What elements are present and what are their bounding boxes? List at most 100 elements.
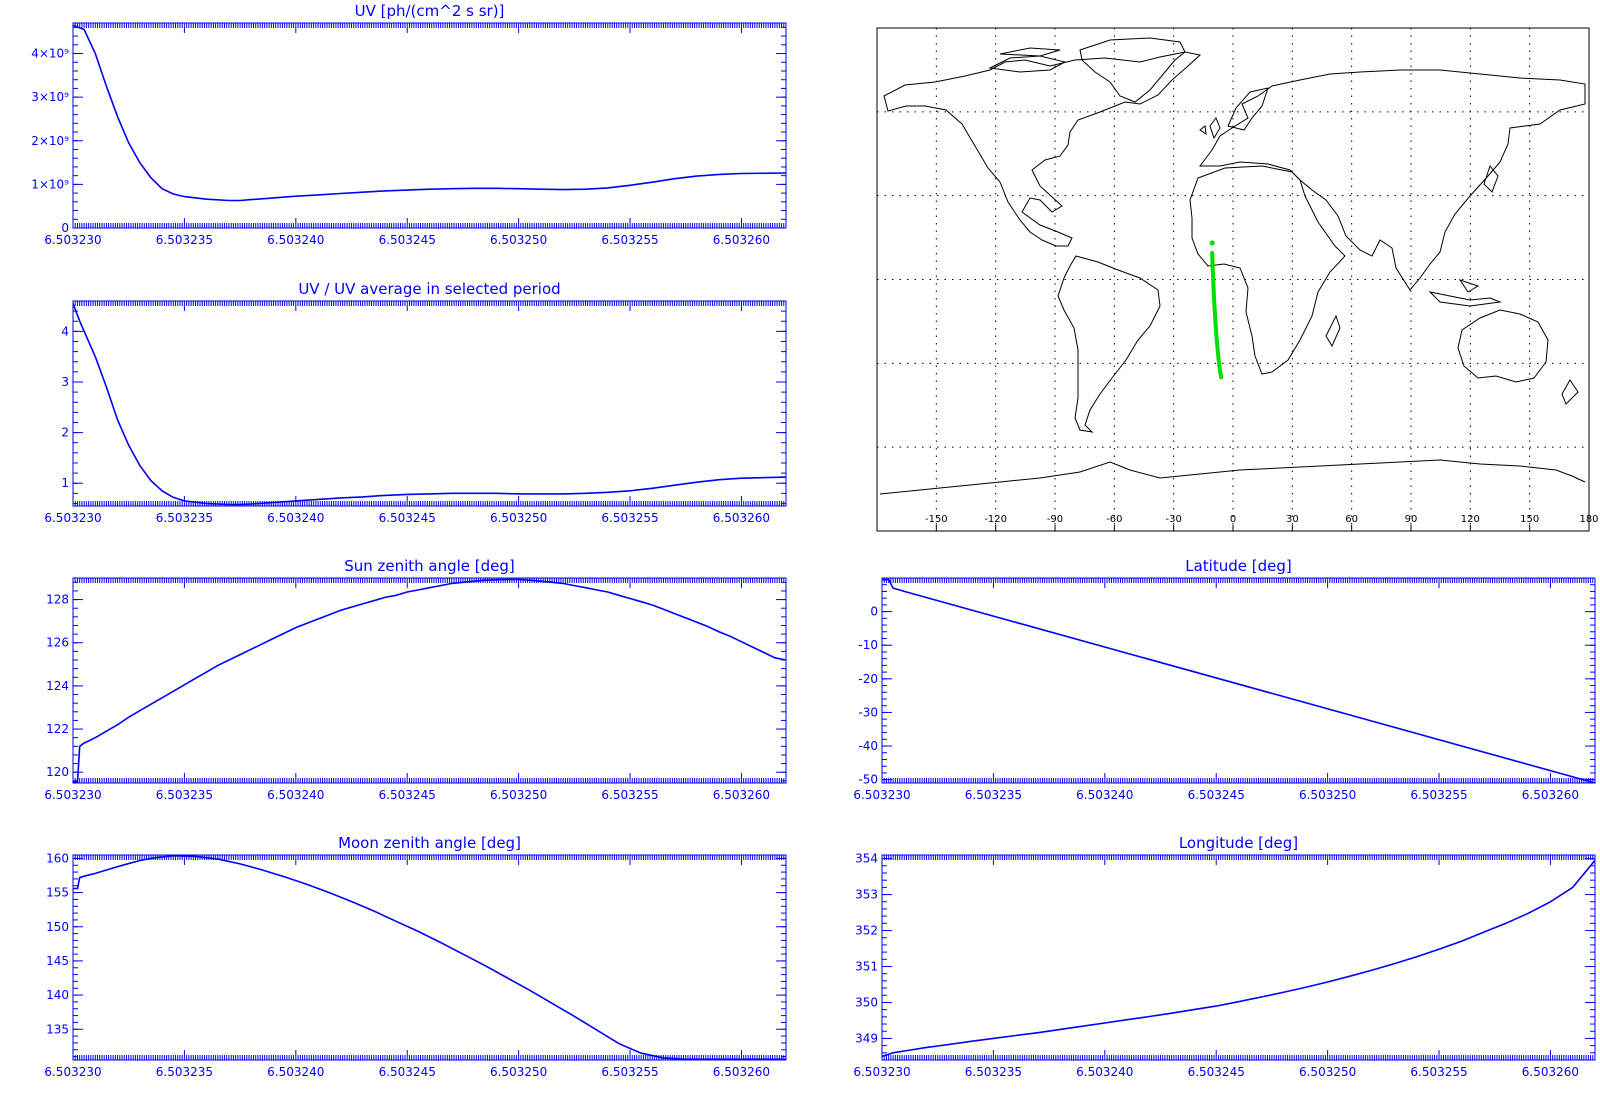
map-x-tick-label: 120	[1461, 514, 1480, 525]
latitude-x-tick-label: 6.503235	[965, 788, 1022, 802]
latitude-panel: Latitude [deg] 6.503230 6.503235 6.503240 6…	[853, 557, 1596, 802]
uv-ratio-y-tick-label: 1	[61, 476, 69, 490]
latitude-y-tick-label: -20	[858, 672, 878, 686]
map-x-tick-label: 90	[1405, 514, 1418, 525]
madagascar-coastline	[1325, 314, 1341, 348]
uv-ratio-chart-title: UV / UV average in selected period	[298, 280, 560, 298]
longitude-y-tick-label: 350	[855, 995, 878, 1009]
uv-ratio-y-tick-label: 3	[61, 375, 69, 389]
latitude-x-tick-label: 6.503240	[1076, 788, 1133, 802]
sun-zenith-chart-title: Sun zenith angle [deg]	[344, 557, 515, 575]
moon-zenith-chart-title: Moon zenith angle [deg]	[338, 834, 521, 852]
sun-zenith-series-line	[73, 578, 787, 783]
uv-x-tick-label: 6.503240	[267, 233, 324, 247]
sun-zenith-x-tick-label: 6.503230	[44, 788, 101, 802]
longitude-y-tick-label: 354	[855, 852, 878, 866]
australia-coastline	[1457, 309, 1549, 383]
map-x-tick-label: 60	[1345, 514, 1358, 525]
indonesia-coastline	[1428, 279, 1502, 307]
longitude-x-tick-label: 6.503260	[1522, 1065, 1579, 1079]
moon-zenith-y-tick-label: 145	[46, 954, 69, 968]
british-isles-coastline	[1199, 116, 1221, 140]
longitude-series-line	[881, 859, 1596, 1058]
map-x-tick-label: -120	[984, 514, 1007, 525]
uv-x-tick-label: 6.503250	[490, 233, 547, 247]
longitude-chart-title: Longitude [deg]	[1179, 834, 1298, 852]
uv-y-tick-label: 2×10⁹	[31, 134, 69, 148]
sun-zenith-x-tick-label: 6.503255	[601, 788, 658, 802]
latitude-y-tick-label: -10	[858, 638, 878, 652]
latitude-y-tick-label: 0	[870, 605, 878, 619]
longitude-x-tick-label: 6.503245	[1188, 1065, 1245, 1079]
japan-coastline	[1483, 164, 1499, 193]
africa-coastline	[1189, 165, 1346, 375]
uv-series-line	[72, 24, 787, 202]
latitude-x-tick-label: 6.503245	[1188, 788, 1245, 802]
map-longitude-ticks: -150 -120 -90 -60 -30 0 30 60 90 120 150 180	[925, 514, 1599, 531]
moon-zenith-x-tick-label: 6.503255	[601, 1065, 658, 1079]
uv-ratio-x-tick-label: 6.503230	[44, 511, 101, 525]
longitude-x-tick-label: 6.503255	[1410, 1065, 1467, 1079]
map-x-tick-label: -60	[1106, 514, 1122, 525]
uv-y-tick-label: 4×10⁹	[31, 47, 69, 61]
uv-ratio-series-line	[72, 303, 787, 506]
sun-zenith-y-tick-label: 124	[46, 679, 69, 693]
longitude-panel: Longitude [deg] 6.503230 6.503235 6.503240…	[853, 834, 1596, 1079]
map-x-tick-label: 30	[1286, 514, 1299, 525]
moon-zenith-x-tick-label: 6.503250	[490, 1065, 547, 1079]
world-map-panel: -150 -120 -90 -60 -30 0 30 60 90 120 150 180	[876, 27, 1599, 532]
map-coastlines	[879, 37, 1586, 495]
uv-panel: UV [ph/(cm^2 s sr)] 6.503230 6.503235 6.50…	[31, 2, 787, 247]
latitude-y-tick-label: -40	[858, 739, 878, 753]
longitude-x-tick-label: 6.503250	[1299, 1065, 1356, 1079]
longitude-y-tick-label: 353	[855, 888, 878, 902]
moon-zenith-x-tick-label: 6.503230	[44, 1065, 101, 1079]
sun-zenith-y-tick-label: 126	[46, 636, 69, 650]
uv-ratio-x-tick-label: 6.503250	[490, 511, 547, 525]
sun-zenith-y-tick-label: 120	[46, 765, 69, 779]
scandinavia-coastline	[1227, 87, 1269, 131]
moon-zenith-x-tick-label: 6.503245	[379, 1065, 436, 1079]
map-x-tick-label: -90	[1047, 514, 1063, 525]
uv-chart-title: UV [ph/(cm^2 s sr)]	[355, 2, 505, 20]
latitude-y-tick-label: -50	[858, 773, 878, 787]
uv-y-tick-label: 1×10⁹	[31, 177, 69, 191]
moon-zenith-y-tick-label: 135	[46, 1022, 69, 1036]
uv-ratio-x-tick-label: 6.503235	[156, 511, 213, 525]
greenland-coastline	[1079, 37, 1186, 103]
moon-zenith-y-tick-label: 155	[46, 886, 69, 900]
moon-zenith-series-line	[73, 854, 786, 1061]
satellite-ground-track	[1209, 240, 1224, 380]
uv-ratio-panel: UV / UV average in selected period 6.503…	[44, 280, 787, 525]
map-x-tick-label: 150	[1520, 514, 1539, 525]
map-x-tick-label: -150	[925, 514, 948, 525]
sun-zenith-x-tick-label: 6.503235	[156, 788, 213, 802]
new-zealand-coastline	[1561, 379, 1579, 405]
latitude-x-tick-label: 6.503230	[853, 788, 910, 802]
moon-zenith-y-tick-label: 160	[46, 851, 69, 865]
longitude-x-tick-label: 6.503240	[1076, 1065, 1133, 1079]
uv-ratio-y-tick-label: 4	[61, 324, 69, 338]
latitude-y-tick-label: -30	[858, 705, 878, 719]
sun-zenith-panel: Sun zenith angle [deg] 6.503230 6.503235 6…	[44, 557, 787, 802]
longitude-y-tick-label: 351	[855, 959, 878, 973]
map-x-tick-label: 180	[1579, 514, 1598, 525]
latitude-x-tick-label: 6.503260	[1522, 788, 1579, 802]
south-america-coastline	[1057, 255, 1161, 433]
ground-track-start-marker	[1209, 240, 1215, 246]
sun-zenith-x-tick-label: 6.503250	[490, 788, 547, 802]
latitude-series-line	[882, 578, 1596, 784]
antarctica-coastline	[879, 459, 1586, 495]
longitude-y-tick-label: 352	[855, 924, 878, 938]
north-america-coastline	[883, 51, 1202, 247]
uv-y-tick-label: 0	[61, 221, 69, 235]
sun-zenith-x-tick-label: 6.503245	[379, 788, 436, 802]
moon-zenith-panel: Moon zenith angle [deg] 6.503230 6.503235…	[44, 834, 787, 1079]
uv-x-tick-label: 6.503260	[713, 233, 770, 247]
uv-x-tick-label: 6.503230	[44, 233, 101, 247]
moon-zenith-x-tick-label: 6.503240	[267, 1065, 324, 1079]
longitude-x-tick-label: 6.503235	[965, 1065, 1022, 1079]
uv-x-tick-label: 6.503255	[601, 233, 658, 247]
